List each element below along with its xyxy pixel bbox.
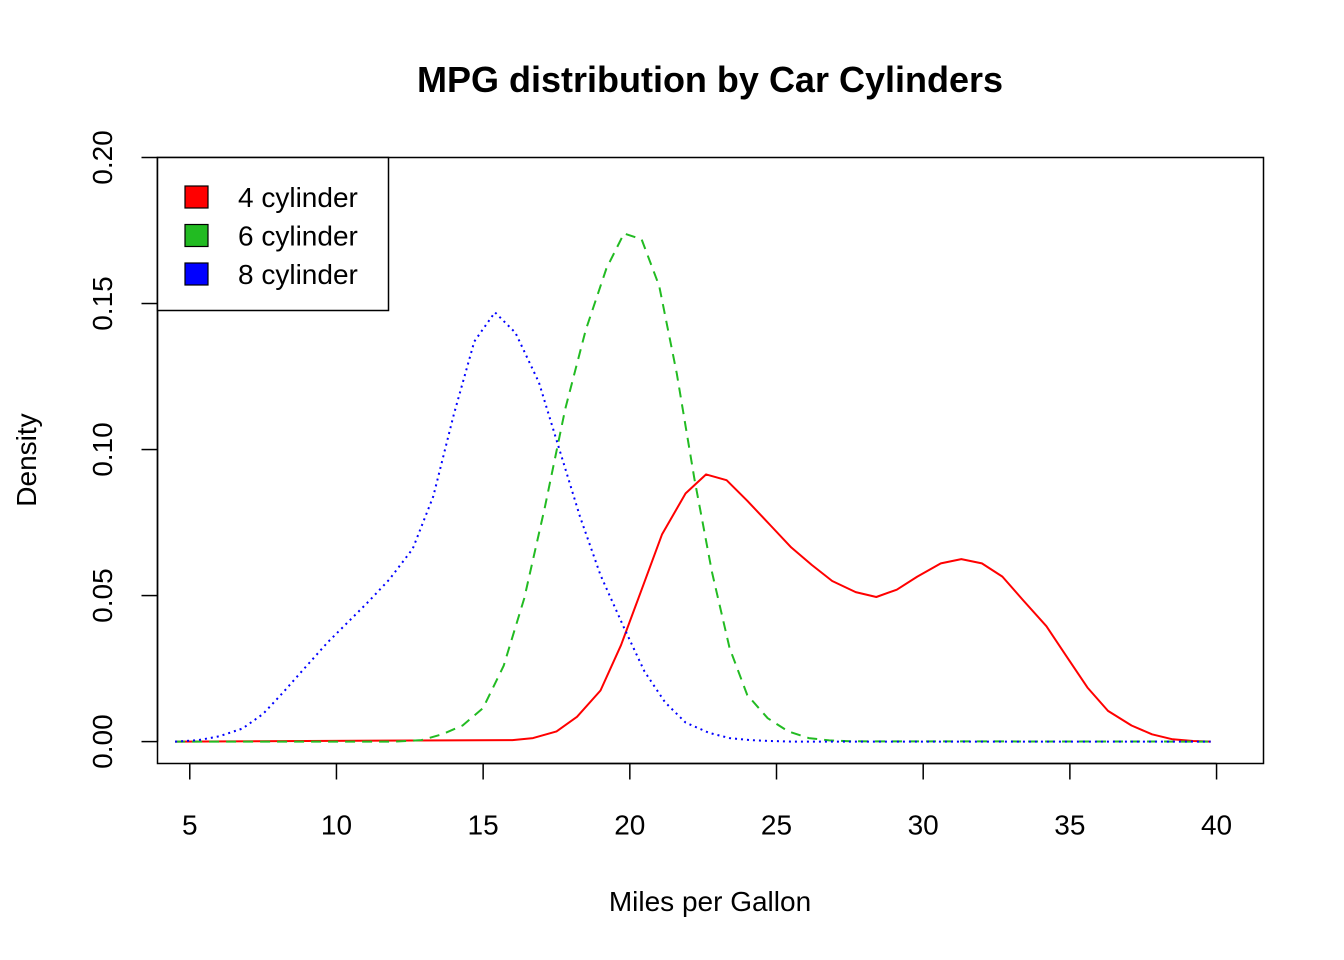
chart-title: MPG distribution by Car Cylinders <box>417 59 1003 100</box>
x-axis: 5 10 15 20 25 30 35 40 <box>182 762 1232 841</box>
x-tick-label: 20 <box>614 810 645 841</box>
x-tick-label: 15 <box>468 810 499 841</box>
y-tick-label: 0.20 <box>87 130 118 185</box>
legend-label-8-cylinder: 8 cylinder <box>238 259 358 290</box>
x-tick-label: 40 <box>1201 810 1232 841</box>
series-line-8-cylinder <box>175 311 1211 743</box>
x-tick-label: 35 <box>1054 810 1085 841</box>
x-tick-label: 25 <box>761 810 792 841</box>
legend: 4 cylinder 6 cylinder 8 cylinder <box>156 156 390 312</box>
legend-label-4-cylinder: 4 cylinder <box>238 182 358 213</box>
y-axis: 0.00 0.05 0.10 0.15 0.20 <box>87 130 159 769</box>
legend-swatch-8-cylinder <box>184 262 209 286</box>
y-tick-label: 0.05 <box>87 568 118 623</box>
x-tick-label: 5 <box>182 810 198 841</box>
series-line-4-cylinder <box>175 473 1211 743</box>
series-lines <box>175 232 1211 743</box>
x-tick-label: 10 <box>321 810 352 841</box>
y-tick-label: 0.00 <box>87 714 118 769</box>
series-line-6-cylinder <box>175 232 1211 743</box>
y-axis-label: Density <box>11 413 42 506</box>
legend-swatch-4-cylinder <box>184 185 209 209</box>
x-axis-label: Miles per Gallon <box>609 886 811 917</box>
legend-swatch-6-cylinder <box>184 223 209 248</box>
legend-label-6-cylinder: 6 cylinder <box>238 221 358 252</box>
y-tick-label: 0.10 <box>87 422 118 477</box>
y-tick-label: 0.15 <box>87 276 118 331</box>
x-tick-label: 30 <box>908 810 939 841</box>
